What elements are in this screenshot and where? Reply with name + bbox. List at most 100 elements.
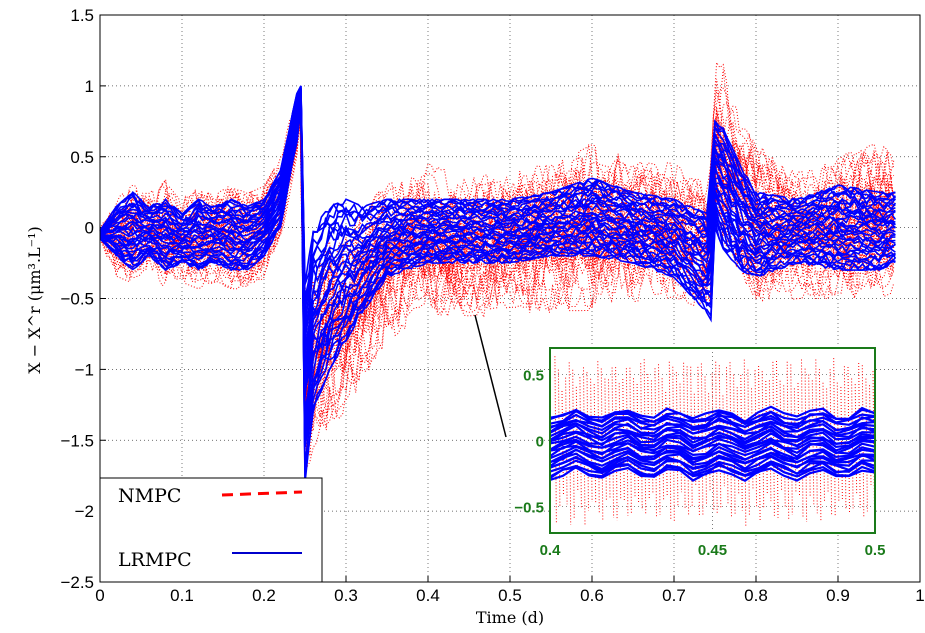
inset-nmpc-stroke <box>586 372 589 511</box>
x-tick-label: 0.3 <box>334 586 358 605</box>
inset-nmpc-stroke <box>743 359 747 526</box>
inset-x-tick-label: 0.4 <box>540 542 562 559</box>
inset-x-tick-labels: 0.4 0.45 0.5 <box>540 542 886 559</box>
inset-lrmpc-line <box>549 445 876 461</box>
inset-nmpc-stroke <box>672 366 675 522</box>
nmpc-line <box>99 116 895 457</box>
inset-nmpc-stroke <box>618 383 622 500</box>
lrmpc-line <box>99 100 896 412</box>
y-tick-label: 1.5 <box>70 6 94 25</box>
inset-y-tick-labels: 0.5 0 −0.5 <box>514 367 544 516</box>
inset-nmpc-stroke <box>704 376 707 506</box>
lrmpc-line <box>99 90 897 322</box>
legend-swatch-nmpc <box>221 490 303 497</box>
lrmpc-line <box>99 102 896 440</box>
lrmpc-line <box>99 99 896 394</box>
lrmpc-line <box>99 98 896 398</box>
x-tick-label: 0.8 <box>744 586 768 605</box>
x-tick-label: 0.7 <box>662 586 686 605</box>
lrmpc-series <box>99 85 897 483</box>
lrmpc-line <box>99 101 896 435</box>
x-tick-label: 1 <box>915 586 924 605</box>
lrmpc-line <box>99 94 896 372</box>
inset-nmpc-stroke <box>761 371 765 509</box>
inset-chart: 0.4 0.45 0.5 0.5 0 −0.5 <box>514 347 886 559</box>
y-tick-label: 1 <box>85 77 94 96</box>
lrmpc-line <box>99 85 896 285</box>
lrmpc-line <box>99 103 896 445</box>
x-tick-label: 0.2 <box>252 586 276 605</box>
nmpc-line <box>99 95 895 370</box>
lrmpc-line <box>99 100 896 431</box>
inset-x-tick-label: 0.5 <box>865 542 886 559</box>
inset-nmpc-stroke <box>808 374 811 498</box>
inset-nmpc-stroke <box>733 374 736 516</box>
legend-label-nmpc: NMPC <box>118 485 181 507</box>
inset-nmpc-stroke <box>822 382 825 503</box>
inset-nmpc-stroke <box>665 391 668 496</box>
inset-nmpc-stroke <box>640 363 643 511</box>
inset-lrmpc-line <box>549 408 876 425</box>
inset-lrmpc-series <box>549 405 876 482</box>
inset-nmpc-stroke <box>608 379 611 499</box>
y-tick-label: −0.5 <box>60 290 94 309</box>
inset-nmpc-stroke <box>625 368 629 516</box>
inset-y-tick-label: 0.5 <box>523 367 544 384</box>
inset-x-tick-label: 0.45 <box>698 542 727 559</box>
inset-nmpc-stroke <box>579 377 582 508</box>
inset-nmpc-stroke <box>840 386 843 500</box>
inset-lrmpc-line <box>549 405 876 424</box>
inset-nmpc-stroke <box>697 366 700 516</box>
inset-lrmpc-line <box>549 458 876 476</box>
y-tick-label: −1 <box>75 360 94 379</box>
y-tick-label: −1.5 <box>60 431 94 450</box>
inset-nmpc-stroke <box>779 380 783 492</box>
x-tick-label: 0.1 <box>170 586 194 605</box>
y-tick-label: −2.5 <box>60 573 94 592</box>
inset-frame <box>549 347 876 534</box>
inset-nmpc-stroke <box>654 368 657 518</box>
x-tick-label: 0.5 <box>498 586 522 605</box>
lrmpc-line <box>99 94 897 377</box>
inset-nmpc-stroke <box>557 369 561 507</box>
inset-nmpc-stroke <box>754 370 758 508</box>
legend-box <box>99 477 323 583</box>
nmpc-line <box>99 118 895 458</box>
inset-y-tick-label: −0.5 <box>514 500 544 517</box>
inset-nmpc-stroke <box>776 360 779 518</box>
y-tick-label: −2 <box>75 502 94 521</box>
inset-nmpc-stroke <box>686 366 690 516</box>
inset-lrmpc-line <box>549 451 876 468</box>
nmpc-line <box>99 90 895 357</box>
inset-lrmpc-line <box>549 428 876 447</box>
inset-lrmpc-line <box>549 453 876 471</box>
plot-frame <box>99 14 921 583</box>
inset-nmpc-stroke <box>847 366 850 513</box>
x-tick-label: 0.9 <box>826 586 850 605</box>
inset-nmpc-stroke <box>572 369 575 520</box>
y-axis-label: X − X^r (μm³.L⁻¹) <box>25 226 44 374</box>
inset-nmpc-stroke <box>636 383 640 504</box>
inset-nmpc-stroke <box>729 362 732 518</box>
lrmpc-line <box>99 103 897 448</box>
inset-connector <box>474 314 507 438</box>
y-tick-label: 0 <box>85 219 94 238</box>
inset-lrmpc-line <box>549 465 876 482</box>
x-tick-label: 0.4 <box>416 586 440 605</box>
lrmpc-line <box>99 87 897 306</box>
inset-nmpc-stroke <box>650 380 654 494</box>
legend: NMPC LRMPC <box>99 477 323 583</box>
inset-nmpc-stroke <box>851 378 854 509</box>
nmpc-line <box>99 109 895 423</box>
x-tick-label: 0.6 <box>580 586 604 605</box>
inset-nmpc-stroke <box>783 385 786 507</box>
inset-nmpc-stroke <box>590 378 593 502</box>
nmpc-line <box>99 98 895 366</box>
lrmpc-line <box>99 94 896 348</box>
nmpc-line <box>99 111 895 421</box>
x-axis-label: Time (d) <box>476 608 544 627</box>
legend-label-lrmpc: LRMPC <box>118 549 192 571</box>
y-tick-label: 0.5 <box>70 148 94 167</box>
inset-y-tick-label: 0 <box>536 434 544 451</box>
y-tick-labels: 1.5 1 0.5 0 −0.5 −1 −1.5 −2 −2.5 <box>60 6 94 592</box>
